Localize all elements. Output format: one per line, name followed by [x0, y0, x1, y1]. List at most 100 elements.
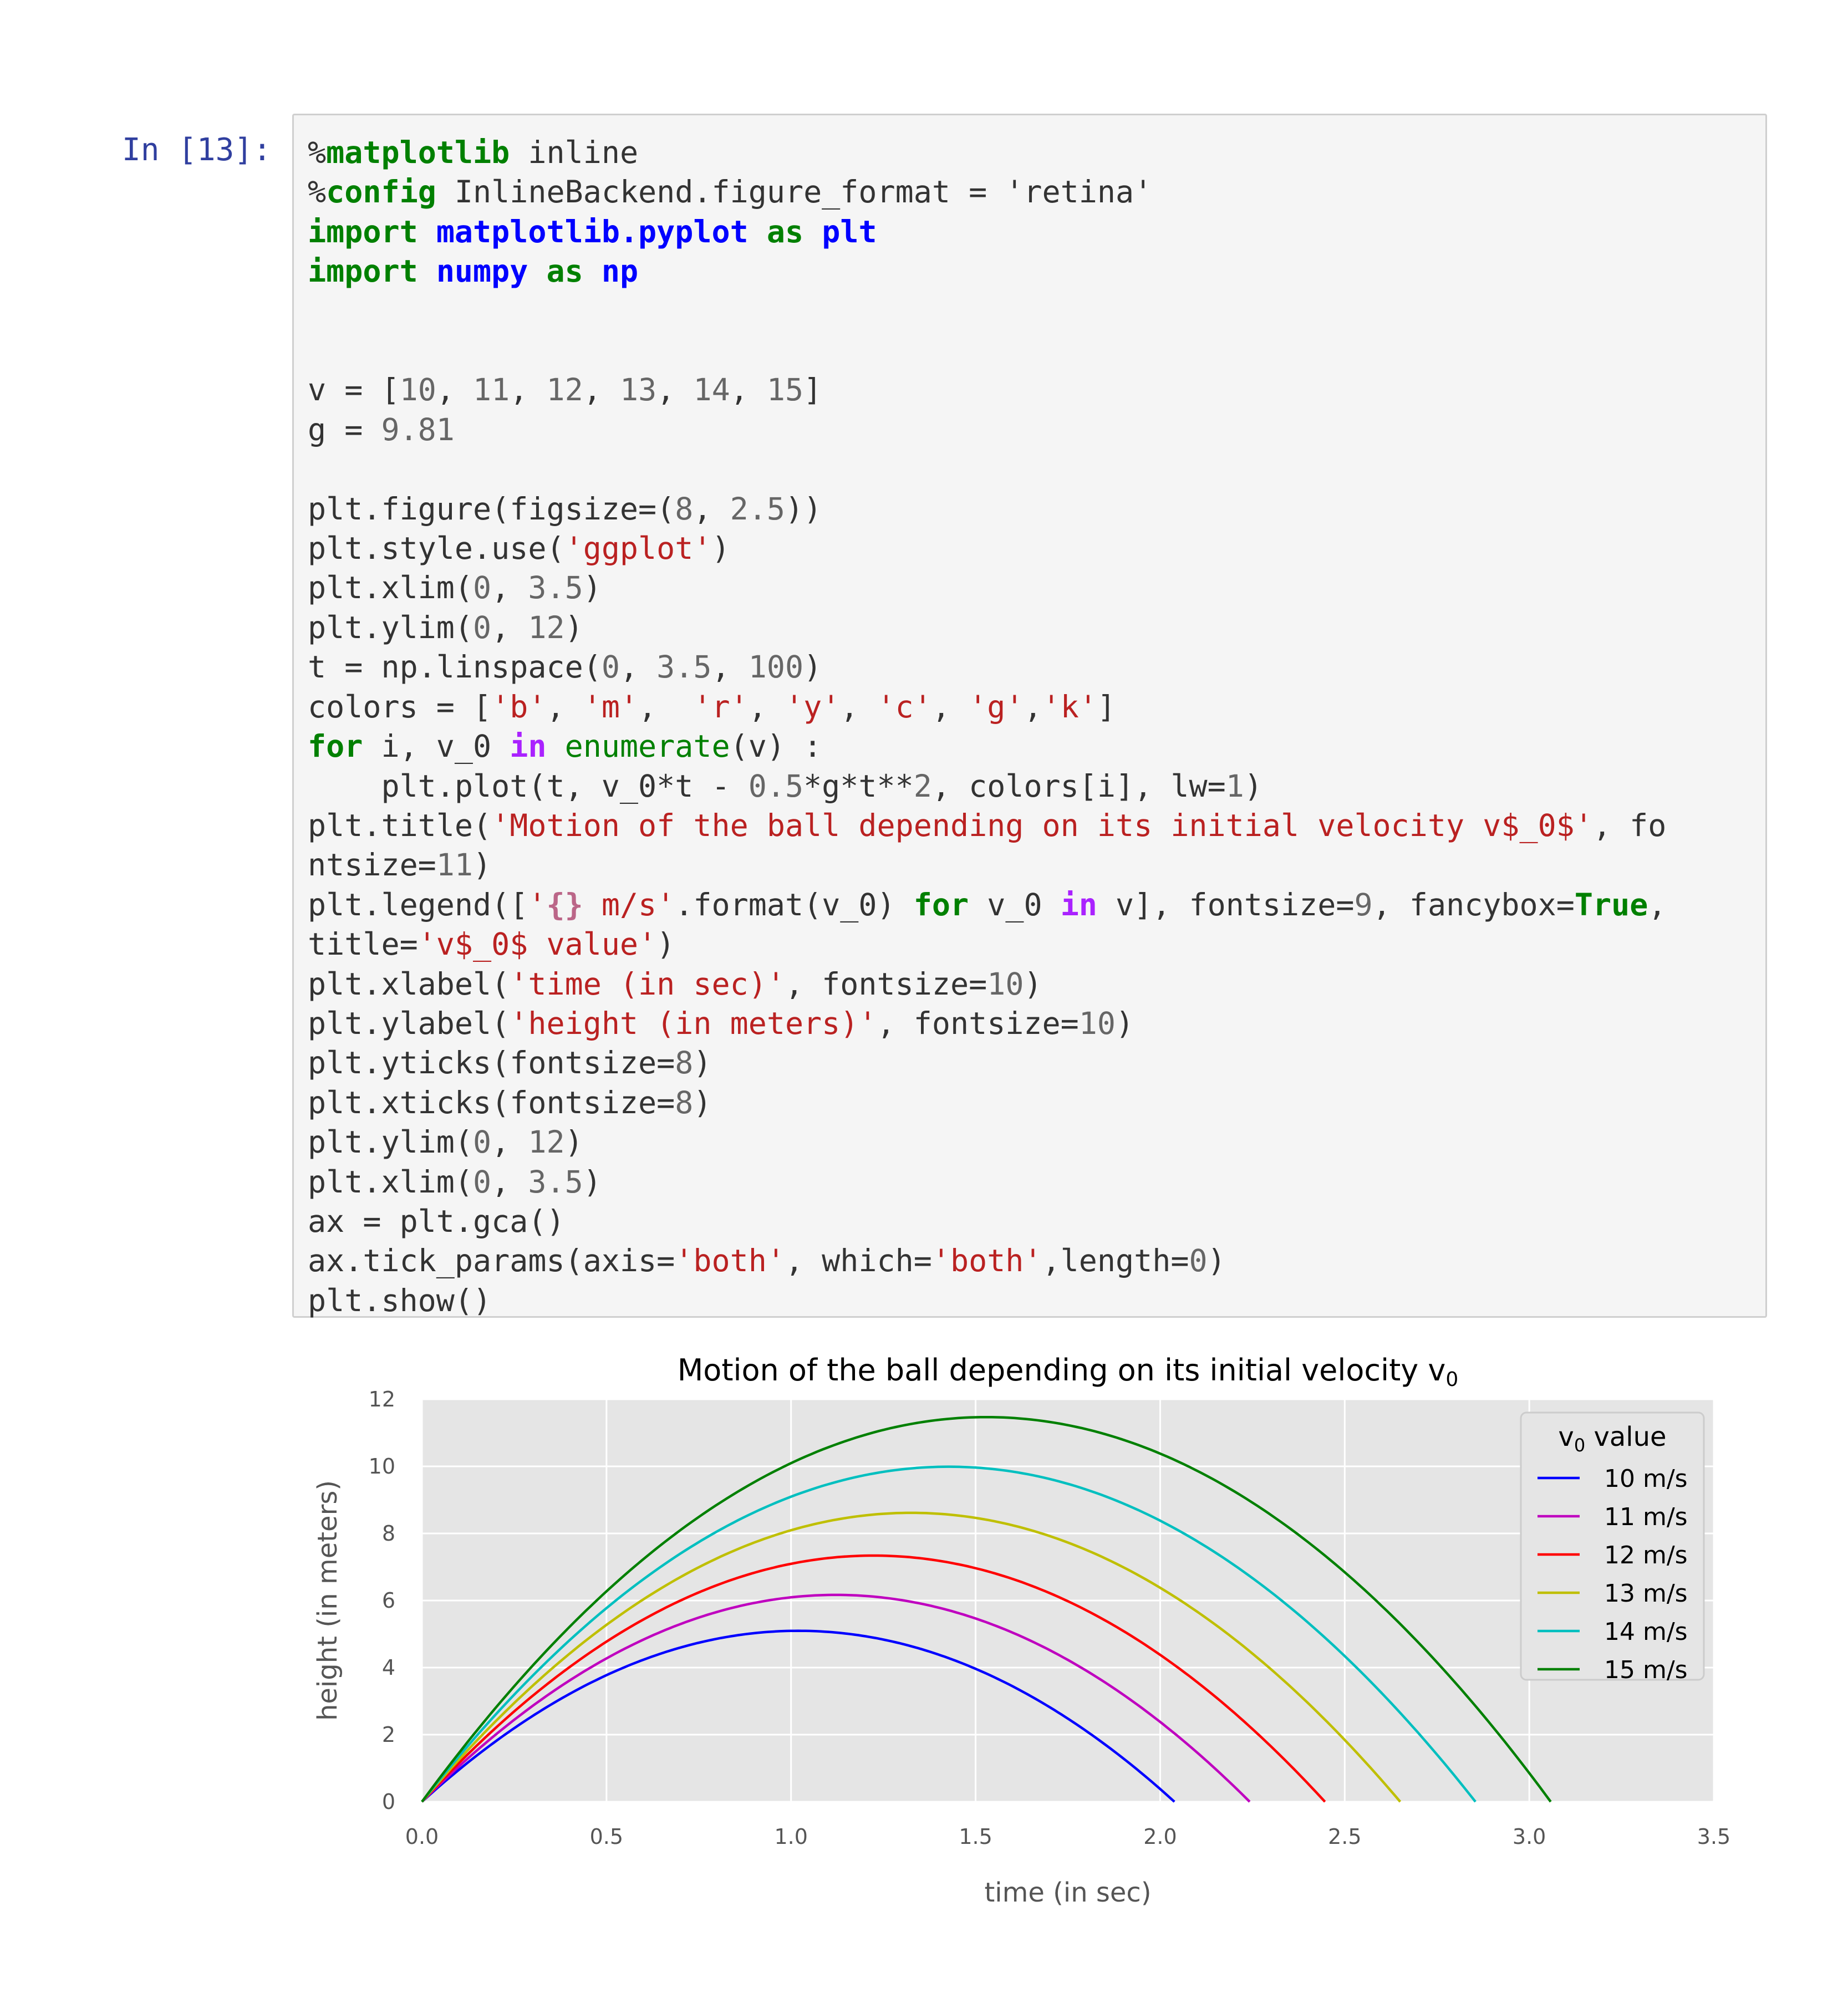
code-line: for i, v_0 in enumerate(v) : [308, 728, 822, 764]
trajectory-chart: 0.0 0.5 1.0 1.5 2.0 2.5 3.0 3.5 0 2 4 6 8 10 12 Motion … [312, 1353, 1730, 1908]
code-line: ax.tick_params(axis='both', which='both'… [308, 1243, 1226, 1278]
code-text: plt.xlim( [308, 570, 474, 606]
code-text: ) [656, 926, 675, 962]
code-text: , [510, 372, 547, 408]
code-string: 'ggplot' [564, 531, 712, 567]
code-text: , fancybox= [1372, 886, 1575, 922]
code-text [749, 214, 767, 249]
legend-label: 14 m/s [1604, 1618, 1688, 1646]
code-text: colors = [ [308, 689, 492, 725]
code-line: plt.show() [308, 1283, 491, 1318]
code-number: 10 [987, 966, 1024, 1002]
code-string: 'c' [877, 689, 932, 725]
code-string: 'both' [675, 1243, 785, 1279]
series-line-11 [421, 1593, 1251, 1803]
code-number: 15 [766, 372, 804, 408]
code-text: , [436, 372, 474, 408]
code-text: , [491, 609, 528, 645]
code-number: 12 [528, 1124, 565, 1160]
code-text: plt.title( [308, 807, 492, 843]
code-text: , [491, 1164, 528, 1200]
y-tick-label: 6 [382, 1588, 395, 1613]
code-text: , which= [785, 1243, 932, 1279]
code-magic-prefix: % [308, 174, 327, 210]
x-tick-label: 2.5 [1328, 1824, 1361, 1849]
code-cell-input[interactable]: %matplotlib inline %config InlineBackend… [292, 114, 1767, 1318]
code-text: , [840, 689, 877, 725]
code-number: 0 [473, 1124, 492, 1160]
code-text: ) [693, 1084, 712, 1120]
code-text: , [1024, 689, 1042, 725]
code-keyword: as [546, 253, 583, 289]
code-line: ntsize=11) [308, 847, 491, 883]
code-text: ) [583, 570, 602, 606]
code-builtin: enumerate [564, 728, 730, 764]
code-text: ) [1116, 1005, 1134, 1041]
code-line: import matplotlib.pyplot as plt [308, 214, 877, 249]
code-text: ax = plt.gca() [308, 1203, 565, 1239]
code-string-interp: {} [546, 886, 583, 922]
legend-label: 11 m/s [1604, 1503, 1688, 1531]
code-number: 3.5 [528, 1164, 583, 1200]
code-number: 9 [1354, 886, 1373, 922]
code-text: ) [583, 1164, 602, 1200]
code-module-name: numpy [436, 253, 528, 289]
code-text: i, v_0 [363, 728, 510, 764]
code-text [418, 214, 436, 249]
code-operator-word: in [1060, 886, 1097, 922]
legend-label: 15 m/s [1604, 1656, 1688, 1684]
code-line: plt.xlim(0, 3.5) [308, 570, 602, 605]
code-text: , [1648, 886, 1667, 922]
code-line: %config InlineBackend.figure_format = 'r… [308, 174, 1152, 210]
code-text: ] [1097, 689, 1116, 725]
legend-label: 13 m/s [1604, 1579, 1688, 1608]
code-text: , [656, 372, 694, 408]
code-text: t = np.linspace( [308, 649, 602, 685]
code-keyword: for [308, 728, 363, 764]
code-text: ) [473, 847, 492, 883]
code-text [418, 253, 436, 289]
x-tick-label: 3.0 [1513, 1824, 1546, 1849]
code-text: ) [803, 649, 822, 685]
x-tick-label: 1.5 [959, 1824, 992, 1849]
code-text: v = [ [308, 372, 400, 408]
code-text: ] [803, 372, 822, 408]
code-module-name: plt [822, 213, 877, 249]
code-line: plt.ylim(0, 12) [308, 1124, 583, 1160]
code-line: plt.xlabel('time (in sec)', fontsize=10) [308, 966, 1042, 1002]
code-text: inline [510, 135, 639, 170]
code-text: , fontsize= [785, 966, 987, 1002]
code-string: 'k' [1042, 689, 1097, 725]
legend-title-part: 0 [1574, 1435, 1585, 1456]
legend-label: 10 m/s [1604, 1465, 1688, 1493]
code-text: g = [308, 411, 381, 447]
chart-title: Motion of the ball depending on its init… [678, 1353, 1459, 1391]
legend-title-part: v [1558, 1421, 1574, 1452]
y-axis-label: height (in meters) [312, 1480, 343, 1721]
code-number: 10 [399, 372, 436, 408]
code-text: plt.yticks(fontsize= [308, 1045, 675, 1081]
code-number: 11 [473, 372, 510, 408]
code-text: plt.figure(figsize=( [308, 491, 675, 527]
code-number: 0 [601, 649, 620, 685]
code-keyword: import [308, 253, 418, 289]
code-text: ax.tick_params(axis= [308, 1243, 675, 1279]
code-editor[interactable]: %matplotlib inline %config InlineBackend… [308, 133, 1666, 1321]
code-line: %matplotlib inline [308, 135, 638, 170]
code-text: )) [785, 491, 822, 527]
code-text: , [546, 689, 583, 725]
code-module-name: matplotlib.pyplot [436, 213, 749, 249]
code-text: plt.plot(t, v_0*t - [308, 768, 749, 804]
code-text: ) [564, 609, 583, 645]
code-module-name: np [601, 253, 639, 289]
code-text: (v) : [730, 728, 822, 764]
legend-title-part: value [1585, 1421, 1666, 1452]
cell-output: 0.0 0.5 1.0 1.5 2.0 2.5 3.0 3.5 0 2 4 6 8 10 12 Motion … [292, 1347, 1767, 1924]
code-text: InlineBackend.figure_format = 'retina' [436, 174, 1153, 210]
x-axis-label: time (in sec) [984, 1877, 1151, 1908]
code-text: , [638, 689, 694, 725]
code-line: plt.figure(figsize=(8, 2.5)) [308, 491, 822, 527]
code-string: 'y' [785, 689, 841, 725]
code-number: 10 [1078, 1005, 1116, 1041]
code-keyword: for [913, 886, 969, 922]
